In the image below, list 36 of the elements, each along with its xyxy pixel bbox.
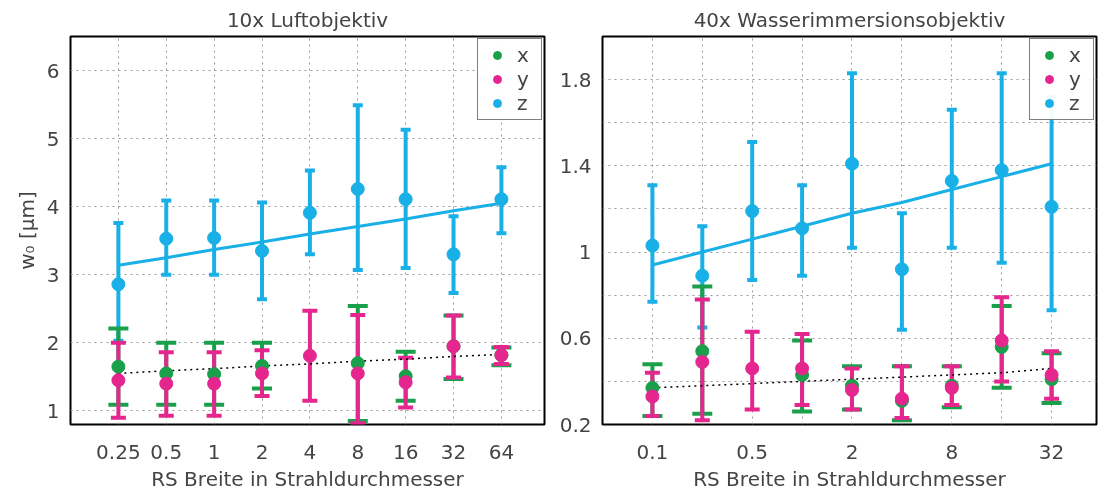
y-tick-label: 3 [46, 262, 60, 287]
y-tick-label: 0.2 [559, 412, 592, 437]
legend-label: z [517, 91, 529, 115]
y-tick-label: 2 [46, 330, 60, 355]
x-tick-label: 8 [945, 439, 959, 464]
legend-label: z [1069, 91, 1081, 115]
x-tick-label: 32 [440, 439, 467, 464]
x-tick-label: 8 [351, 439, 365, 464]
chart-title: 10x Luftobjektiv [226, 7, 389, 32]
x-axis-title: RS Breite in Strahldurchmesser [151, 466, 465, 491]
x-tick-label: 4 [303, 439, 317, 464]
chart-title: 40x Wasserimmersionsobjektiv [693, 7, 1006, 32]
x-tick-label: 0.5 [736, 439, 769, 464]
legend-label: x [517, 43, 530, 67]
x-axis-title: RS Breite in Strahldurchmesser [693, 466, 1007, 491]
x-tick-label: 1 [207, 439, 221, 464]
x-tick-label: 64 [488, 439, 515, 464]
x-tick-label: 0.1 [636, 439, 669, 464]
x-tick-label: 0.5 [150, 439, 183, 464]
legend-label: y [517, 67, 530, 91]
y-tick-label: 4 [46, 194, 60, 219]
legend-label: x [1069, 43, 1082, 67]
y-tick-label: 6 [46, 58, 60, 83]
y-tick-label: 1.4 [559, 153, 592, 178]
y-tick-label: 0.6 [559, 326, 592, 351]
x-tick-label: 16 [392, 439, 419, 464]
y-tick-label: 1 [46, 398, 60, 423]
y-tick-label: 1 [578, 240, 592, 265]
y-axis-title: w₀ [µm] [14, 191, 39, 270]
x-tick-label: 32 [1038, 439, 1065, 464]
x-tick-label: 2 [255, 439, 269, 464]
x-tick-label: 2 [845, 439, 859, 464]
x-tick-label: 0.25 [96, 439, 141, 464]
y-tick-label: 1.8 [559, 67, 592, 92]
y-tick-label: 5 [46, 126, 60, 151]
legend-label: y [1069, 67, 1082, 91]
